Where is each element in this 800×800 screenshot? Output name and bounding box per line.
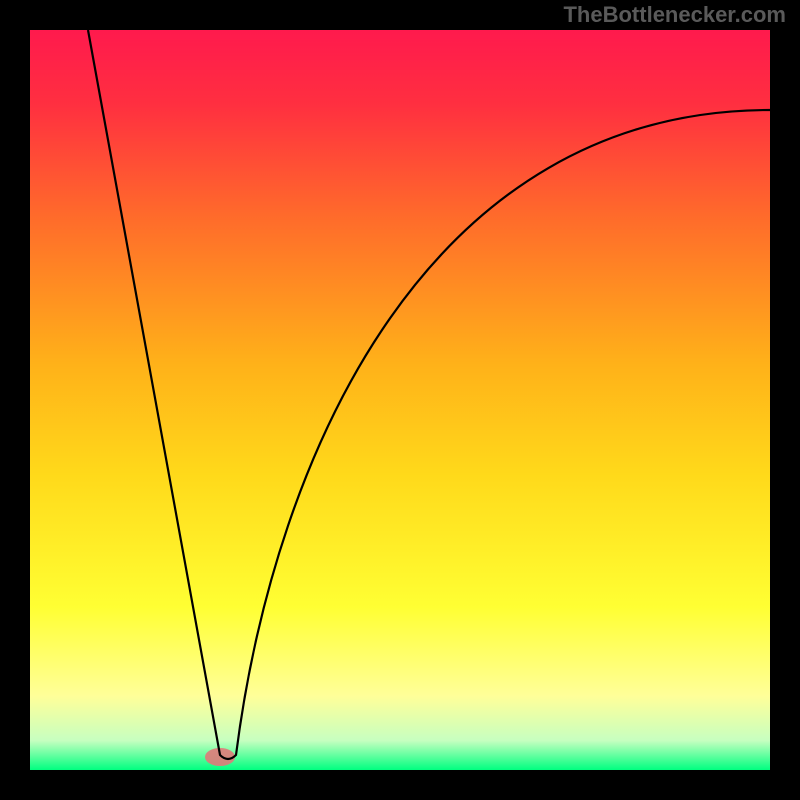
chart-frame: TheBottlenecker.com (0, 0, 800, 800)
plot-background (30, 30, 770, 770)
watermark-text: TheBottlenecker.com (563, 2, 786, 28)
chart-svg (0, 0, 800, 800)
